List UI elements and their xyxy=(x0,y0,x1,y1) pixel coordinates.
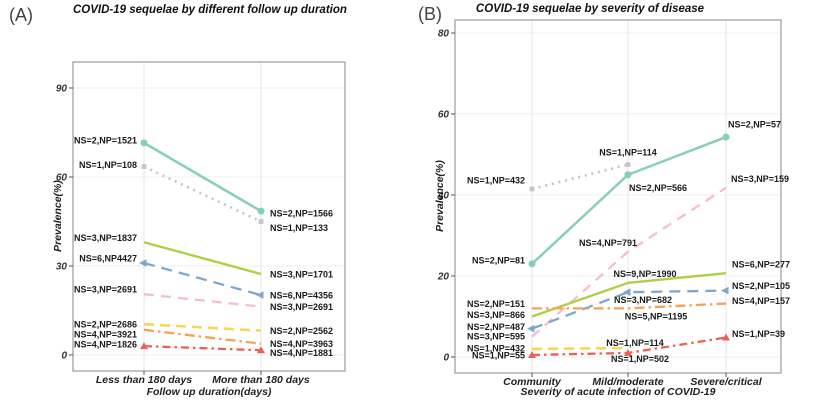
arrow-marker xyxy=(256,291,264,299)
point-label: NS=3,NP=1701 xyxy=(270,270,333,280)
point-label: NS=1,NP=502 xyxy=(611,354,669,364)
panel-a-title: COVID-19 sequelae by different follow up… xyxy=(73,4,347,16)
series-line-pink-dashed xyxy=(531,186,727,338)
square-marker xyxy=(625,162,631,168)
point-label: NS=2,NP=57 xyxy=(728,120,781,130)
panel-border xyxy=(454,19,782,374)
point-label: NS=2,NP=1566 xyxy=(270,209,333,219)
point-label: NS=1,NP=55 xyxy=(472,350,525,360)
point-label: NS=4,NP=791 xyxy=(579,238,637,248)
triangle-marker xyxy=(624,348,632,356)
point-label: NS=3,NP=159 xyxy=(731,174,789,184)
point-label: NS=3,NP=2691 xyxy=(270,302,333,312)
triangle-marker xyxy=(722,333,730,341)
point-label: NS=2,NP=105 xyxy=(732,281,790,291)
point-label: NS=4,NP=1881 xyxy=(270,348,333,358)
arrow-marker xyxy=(139,259,147,267)
triangle-marker xyxy=(528,350,536,358)
series-line-gray-dotted xyxy=(531,163,629,191)
point-label: NS=4,NP=3921 xyxy=(74,329,137,339)
point-label: NS=1,NP=39 xyxy=(732,329,785,339)
square-marker xyxy=(141,164,147,170)
series-line-orange-dashdot xyxy=(143,328,262,345)
point-label: NS=1,NP=133 xyxy=(270,223,328,233)
circle-marker xyxy=(624,171,632,179)
y-tick-label: 30 xyxy=(56,261,68,272)
circle-marker xyxy=(722,133,730,141)
series-line-green-solid xyxy=(531,271,727,318)
x-tick-label: Mild/moderate xyxy=(592,376,663,388)
panel-b-x-axis-title: Severity of acute infection of COVID-19 xyxy=(520,386,716,398)
point-label: NS=5,NP=1195 xyxy=(625,311,688,321)
panel-b-y-axis-title: Prevalence(%) xyxy=(434,160,446,232)
point-label: NS=1,NP=108 xyxy=(79,160,137,170)
x-tick-label: Less than 180 days xyxy=(96,374,192,386)
series-line-teal-solid xyxy=(143,141,262,213)
square-marker xyxy=(529,186,535,192)
panel-border xyxy=(72,61,346,372)
square-marker xyxy=(258,219,264,224)
y-tick-label: 60 xyxy=(438,110,450,121)
y-tick-label: 60 xyxy=(56,172,68,183)
circle-marker xyxy=(528,260,536,268)
point-label: NS=3,NP=595 xyxy=(467,331,525,341)
point-label: NS=2,NP=151 xyxy=(467,299,525,309)
point-label: NS=1,NP=432 xyxy=(467,175,525,185)
point-label: NS=2,NP=566 xyxy=(629,183,687,193)
point-label: NS=4,NP=3963 xyxy=(270,339,333,349)
series-line-yellow-dashed xyxy=(143,322,262,332)
triangle-marker xyxy=(140,342,148,350)
panel-a-y-axis-title: Prevalence(%) xyxy=(52,180,64,252)
point-label: NS=6,NP=277 xyxy=(732,260,790,270)
point-label: NS=2,NP=487 xyxy=(467,322,525,332)
panel-a-tag: (A) xyxy=(9,5,33,25)
circle-marker xyxy=(140,139,148,147)
triangle-marker xyxy=(257,346,265,354)
point-label: NS=3,NP=2691 xyxy=(74,285,137,295)
series-line-green-solid xyxy=(143,241,262,276)
point-label: NS=1,NP=432 xyxy=(467,343,525,353)
series-line-gray-dotted xyxy=(143,165,262,223)
y-tick-label: 40 xyxy=(437,191,450,202)
arrow-marker xyxy=(527,324,535,333)
point-label: NS=2,NP=2686 xyxy=(74,320,137,330)
point-label: NS=1,NP=114 xyxy=(599,148,657,158)
point-label: NS=6,NP4427 xyxy=(79,254,137,264)
point-label: NS=2,NP=81 xyxy=(472,255,525,265)
point-label: NS=9,NP=1990 xyxy=(613,269,676,279)
point-label: NS=2,NP=1521 xyxy=(74,135,137,145)
panel-a-x-axis-title: Follow up duration(days) xyxy=(146,386,272,398)
y-tick-label: 20 xyxy=(437,272,450,283)
point-label: NS=3,NP=866 xyxy=(467,310,525,320)
circle-marker xyxy=(257,207,265,215)
y-tick-label: 0 xyxy=(443,353,449,364)
x-tick-label: Community xyxy=(503,376,562,388)
y-tick-label: 0 xyxy=(61,351,67,362)
arrow-marker xyxy=(721,286,729,295)
y-tick-label: 90 xyxy=(56,83,68,94)
x-tick-label: More than 180 days xyxy=(212,374,310,386)
point-label: NS=4,NP=157 xyxy=(732,296,790,306)
point-label: NS=3,NP=682 xyxy=(614,295,672,305)
series-line-orange-dashdot xyxy=(532,302,727,310)
series-line-blue-dashed xyxy=(143,261,262,297)
series-line-pink-dashed xyxy=(143,293,262,308)
arrow-marker xyxy=(623,288,631,296)
y-tick-label: 80 xyxy=(438,29,450,40)
point-label: NS=2,NP=2562 xyxy=(270,326,333,336)
panel-b-title: COVID-19 sequelae by severity of disease xyxy=(475,3,705,15)
x-tick-label: Severe/critical xyxy=(690,376,762,388)
point-label: NS=3,NP=1837 xyxy=(74,233,137,243)
point-label: NS=4,NP=1826 xyxy=(74,340,137,350)
series-line-red-dashdot xyxy=(143,344,262,352)
panel-b-tag: (B) xyxy=(418,4,442,24)
point-label: NS=1,NP=114 xyxy=(606,338,664,348)
series-line-blue-dashed xyxy=(531,289,727,330)
point-label: NS=6,NP=4356 xyxy=(270,291,333,301)
series-line-yellow-dashed xyxy=(531,346,629,351)
